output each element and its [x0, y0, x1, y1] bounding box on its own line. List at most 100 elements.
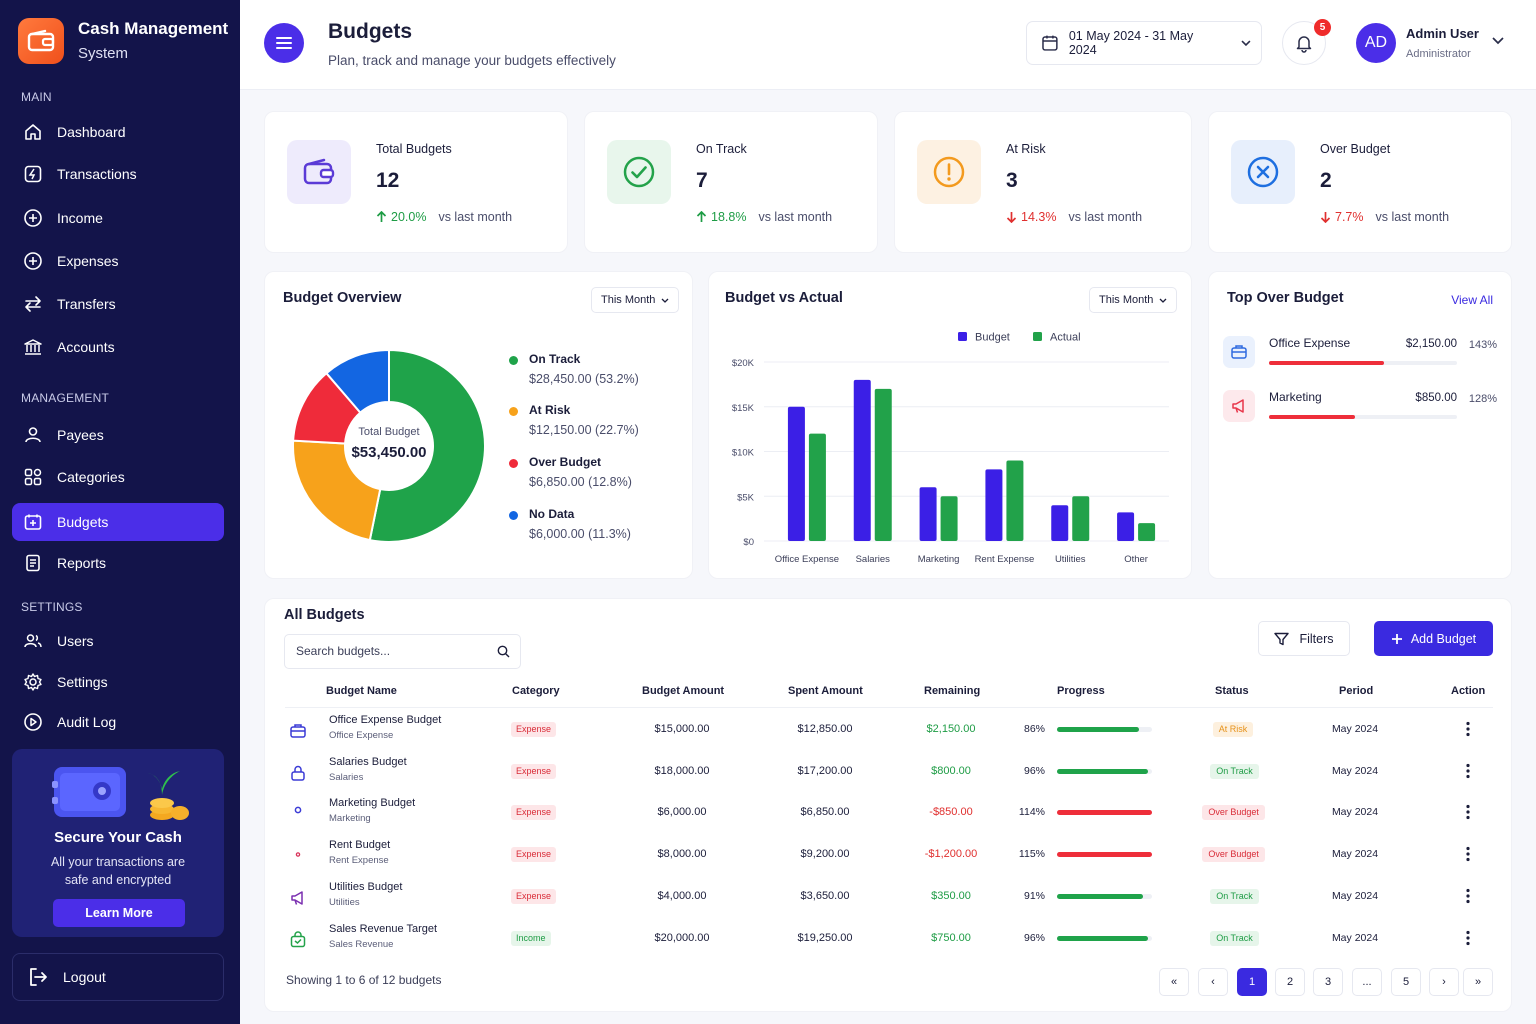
- filter-icon: [1274, 632, 1290, 645]
- progress-bar-fill: [1057, 810, 1152, 816]
- page-button[interactable]: ...: [1352, 968, 1382, 996]
- sidebar-item-transactions[interactable]: Transactions: [12, 155, 224, 193]
- bar-budget-marketing[interactable]: [919, 487, 937, 541]
- column-header[interactable]: Category: [512, 685, 560, 697]
- sidebar-item-reports[interactable]: Reports: [12, 544, 224, 582]
- status-badge: On Track: [1210, 763, 1259, 779]
- column-header[interactable]: Status: [1215, 685, 1249, 697]
- sidebar-item-dashboard[interactable]: Dashboard: [12, 113, 224, 151]
- bar-actual-other[interactable]: [1138, 523, 1156, 541]
- more-actions-icon[interactable]: [1461, 888, 1475, 907]
- sidebar-item-settings[interactable]: Settings: [12, 663, 224, 701]
- table-row[interactable]: Utilities Budget Utilities Expense $4,000.0…: [265, 876, 1536, 918]
- column-header[interactable]: Spent Amount: [788, 685, 863, 697]
- page-button[interactable]: 3: [1313, 968, 1343, 996]
- notification-count-badge: 5: [1314, 19, 1331, 36]
- budget-name[interactable]: Sales Revenue Target: [329, 922, 438, 935]
- page-button[interactable]: 5: [1391, 968, 1421, 996]
- bar-budget-office-expense[interactable]: [787, 406, 805, 541]
- view-all-link[interactable]: View All: [1451, 293, 1493, 307]
- table-row[interactable]: Rent Budget Rent Expense Expense $8,000.00 $…: [265, 834, 1536, 876]
- kpi-value: 7: [696, 169, 708, 192]
- top-header: Budgets Plan, track and manage your budg…: [240, 0, 1536, 90]
- search-input[interactable]: Search budgets...: [284, 634, 521, 669]
- budget-name[interactable]: Rent Budget: [329, 839, 391, 852]
- more-actions-icon[interactable]: [1461, 846, 1475, 865]
- page-button[interactable]: »: [1463, 968, 1493, 996]
- column-header[interactable]: Action: [1451, 685, 1486, 697]
- budget-name[interactable]: Salaries Budget: [329, 755, 407, 768]
- table-row[interactable]: Marketing Budget Marketing Expense $6,000.0…: [265, 792, 1536, 834]
- kpi-card-total: Total Budgets 12 20.0% vs last month: [264, 111, 568, 253]
- donut-hole: [345, 402, 433, 490]
- progress-bar-fill: [1057, 727, 1139, 732]
- column-header[interactable]: Budget Amount: [642, 685, 725, 697]
- table-row[interactable]: Office Expense Budget Office Expense Expen…: [265, 709, 1536, 751]
- chevron-down-icon[interactable]: [1492, 37, 1504, 45]
- sidebar-item-transfers[interactable]: Transfers: [12, 285, 224, 323]
- logout-button[interactable]: Logout: [12, 953, 224, 1001]
- sidebar-item-accounts[interactable]: Accounts: [12, 328, 224, 366]
- over-item-progress: [1269, 415, 1457, 419]
- more-actions-icon[interactable]: [1461, 930, 1475, 949]
- date-range-picker[interactable]: 01 May 2024 - 31 May 2024: [1026, 21, 1262, 65]
- sidebar-item-label: Settings: [57, 674, 108, 690]
- over-item-amount: $2,150.00: [1405, 338, 1457, 350]
- megaphone-icon: [287, 887, 309, 909]
- bar-budget-other[interactable]: [1117, 512, 1135, 541]
- sidebar-item-income[interactable]: Income: [12, 199, 224, 237]
- bar-budget-salaries[interactable]: [853, 379, 871, 541]
- add-budget-button[interactable]: Add Budget: [1374, 621, 1493, 656]
- budget-name[interactable]: Marketing Budget: [329, 797, 416, 810]
- avatar[interactable]: AD: [1356, 23, 1396, 63]
- page-button[interactable]: «: [1159, 968, 1189, 996]
- progress-bar: [1057, 852, 1152, 858]
- bar-actual-salaries[interactable]: [874, 388, 892, 541]
- page-button-current[interactable]: 1: [1237, 968, 1267, 996]
- budget-name[interactable]: Utilities Budget: [329, 880, 403, 893]
- bar-actual-rent-expense[interactable]: [1006, 460, 1024, 541]
- page-button[interactable]: ›: [1429, 968, 1459, 996]
- kpi-trend-compare: vs last month: [1068, 210, 1143, 224]
- bar-actual-marketing[interactable]: [940, 496, 958, 541]
- arrow-up-icon: [696, 211, 707, 222]
- sidebar-item-payees[interactable]: Payees: [12, 416, 224, 454]
- sidebar-item-categories[interactable]: Categories: [12, 458, 224, 496]
- column-header[interactable]: Remaining: [924, 685, 981, 697]
- spent-amount: $19,250.00: [797, 931, 853, 944]
- budget-name[interactable]: Office Expense Budget: [329, 714, 442, 726]
- notifications-button[interactable]: [1282, 21, 1326, 65]
- table-row[interactable]: Sales Revenue Target Sales Revenue Income $…: [265, 918, 1536, 960]
- progress-percent: 115%: [1018, 848, 1045, 861]
- sidebar-item-expenses[interactable]: Expenses: [12, 242, 224, 280]
- bar-budget-rent-expense[interactable]: [985, 469, 1003, 541]
- column-header[interactable]: Budget Name: [326, 685, 397, 697]
- page-button[interactable]: ‹: [1198, 968, 1228, 996]
- sidebar-item-audit-log[interactable]: Audit Log: [12, 703, 224, 741]
- column-header[interactable]: Progress: [1057, 685, 1105, 697]
- table-row[interactable]: Salaries Budget Salaries Expense $18,000.00…: [265, 751, 1536, 793]
- period: May 2024: [1331, 848, 1379, 861]
- overview-period-dropdown[interactable]: This Month: [591, 287, 680, 313]
- sidebar-item-budgets[interactable]: Budgets: [12, 503, 224, 541]
- sidebar-item-users[interactable]: Users: [12, 622, 224, 660]
- learn-more-button[interactable]: Learn More: [53, 899, 185, 927]
- budget-overview-card: Budget Overview This Month Total Budget …: [264, 271, 693, 579]
- more-actions-icon[interactable]: [1461, 763, 1475, 782]
- dropdown-value: This Month: [601, 294, 656, 306]
- more-actions-icon[interactable]: [1461, 721, 1475, 740]
- gear-icon: [24, 673, 42, 691]
- bar-actual-office-expense[interactable]: [808, 433, 826, 541]
- page-button[interactable]: 2: [1275, 968, 1305, 996]
- kpi-trend: 14.3% vs last month: [1006, 210, 1142, 224]
- kpi-trend: 7.7% vs last month: [1320, 210, 1449, 224]
- column-header[interactable]: Period: [1339, 685, 1374, 697]
- more-actions-icon[interactable]: [1461, 804, 1475, 823]
- bar-budget-utilities[interactable]: [1051, 505, 1069, 541]
- progress-percent: 114%: [1018, 806, 1045, 819]
- bar-actual-utilities[interactable]: [1072, 496, 1090, 541]
- menu-toggle-button[interactable]: [264, 23, 304, 63]
- budget-amount: $20,000.00: [654, 931, 710, 944]
- filters-button[interactable]: Filters: [1258, 621, 1350, 656]
- bva-period-dropdown[interactable]: This Month: [1089, 287, 1178, 313]
